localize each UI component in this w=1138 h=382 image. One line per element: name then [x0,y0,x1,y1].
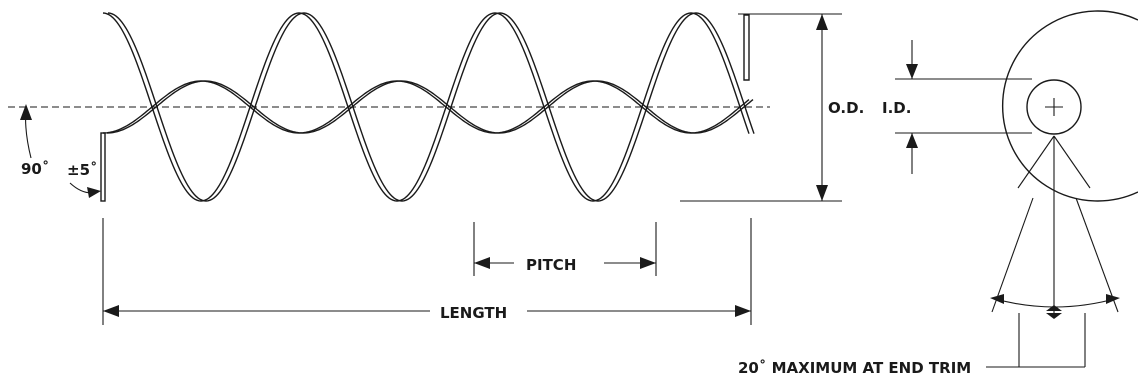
od-label: O.D. [828,99,864,117]
length-dimension [102,218,752,325]
left-end-edge [100,132,106,202]
length-label: LENGTH [440,304,507,322]
flight-outer-edge-back [107,12,755,202]
pitch-dimension [473,222,657,276]
flight-inner-edge-back [106,80,754,134]
id-label: I.D. [882,99,911,117]
id-dimension [895,40,1032,174]
rotation-arrow-90 [20,104,32,159]
flight-outer-edge-front [102,12,750,202]
end-trim-label: 20˚ MAXIMUM AT END TRIM [738,359,971,377]
flight-inner-edge-front [102,80,750,134]
pitch-label: PITCH [526,256,576,274]
tolerance-arrow [69,182,101,198]
right-end-edge [743,14,750,81]
od-dimension [680,13,842,202]
helical-flight [102,12,755,202]
tolerance-label: ±5˚ [67,161,98,179]
angle-90-label: 90˚ [21,160,49,178]
end-view [986,10,1138,368]
